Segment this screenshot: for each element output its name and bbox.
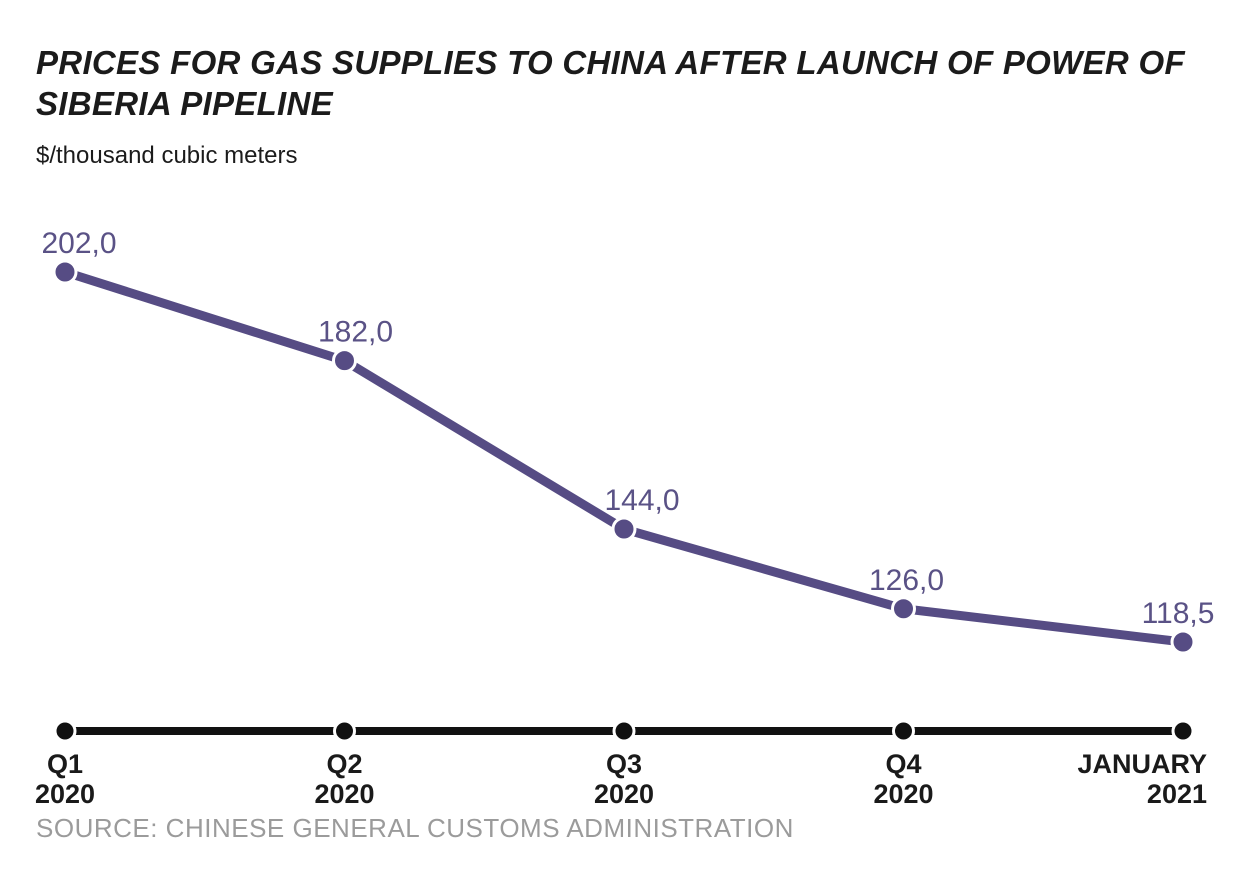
data-point [891, 596, 916, 622]
value-label: 118,5 [1142, 597, 1215, 630]
axis-tick-label: Q1 2020 [35, 749, 95, 809]
value-label: 202,0 [41, 227, 116, 260]
value-label: 182,0 [318, 316, 393, 349]
axis-tick-dot [1171, 719, 1195, 743]
data-point [52, 259, 78, 285]
chart-title-line-1: PRICES FOR GAS SUPPLIES TO CHINA AFTER L… [36, 44, 1185, 81]
value-label: 126,0 [869, 564, 944, 597]
value-label: 144,0 [604, 484, 679, 517]
axis-tick-dot [892, 719, 915, 743]
chart-title: PRICES FOR GAS SUPPLIES TO CHINA AFTER L… [36, 42, 1185, 124]
axis-tick-dot [53, 719, 77, 743]
axis-tick-label: JANUARY 2021 [1077, 749, 1207, 809]
data-point [332, 348, 357, 374]
chart-units-label: $/thousand cubic meters [36, 142, 298, 169]
axis-tick-dot [612, 719, 636, 743]
price-line [60, 267, 1188, 647]
source-attribution: SOURCE: CHINESE GENERAL CUSTOMS ADMINIST… [36, 813, 794, 843]
axis-tick-dot [333, 719, 356, 743]
chart-title-line-2: SIBERIA PIPELINE [36, 85, 333, 122]
data-point [1170, 629, 1196, 655]
axis-tick-label: Q3 2020 [594, 749, 654, 809]
axis-tick-label: Q4 2020 [873, 749, 933, 809]
axis-tick-label: Q2 2020 [314, 749, 374, 809]
data-point [611, 516, 637, 542]
